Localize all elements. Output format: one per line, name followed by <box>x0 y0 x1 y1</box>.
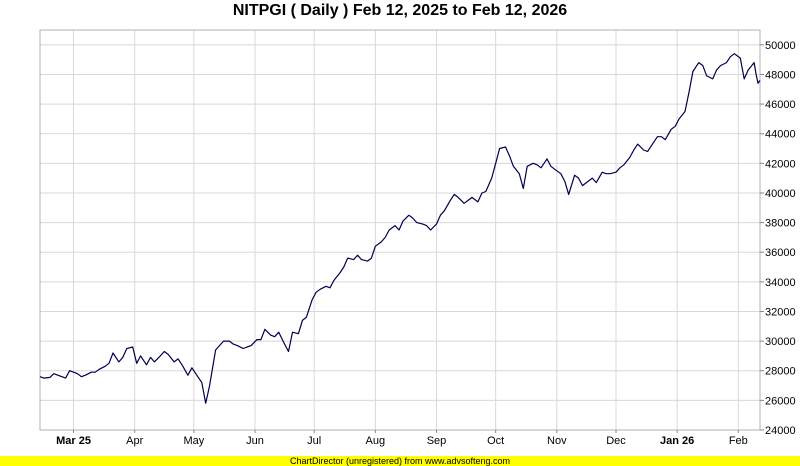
x-tick-label: Feb <box>729 435 748 447</box>
y-tick-label: 42000 <box>765 158 796 170</box>
y-tick-label: 30000 <box>765 336 796 348</box>
x-tick-label: Mar 25 <box>56 435 91 447</box>
y-tick-label: 32000 <box>765 306 796 318</box>
x-tick-label: Nov <box>547 435 567 447</box>
x-axis-ticks: Mar 25 Apr May Jun Jul Aug Sep Oct Nov Dec Jan 26 F… <box>56 430 748 447</box>
plot-border <box>39 29 761 431</box>
y-tick-label: 24000 <box>765 425 796 437</box>
grid-lines <box>40 30 760 431</box>
x-tick-label: Apr <box>126 435 143 447</box>
x-tick-label: May <box>183 435 204 447</box>
y-tick-label: 40000 <box>765 188 796 200</box>
price-line <box>39 53 761 404</box>
x-tick-label: Jul <box>307 435 321 447</box>
chart-title: NITPGI ( Daily ) Feb 12, 2025 to Feb 12,… <box>232 2 568 19</box>
y-tick-label: 34000 <box>765 277 796 289</box>
y-tick-label: 28000 <box>765 366 796 378</box>
y-tick-label: 46000 <box>765 99 796 111</box>
footer-credit: ChartDirector (unregistered) from www.ad… <box>0 456 800 466</box>
y-tick-label: 26000 <box>765 395 796 407</box>
x-tick-label: Sep <box>427 435 447 447</box>
chart-area: Mar 25 Apr May Jun Jul Aug Sep Oct Nov Dec Jan 26 F… <box>39 29 796 447</box>
y-tick-label: 38000 <box>765 218 796 230</box>
x-tick-label: Oct <box>487 435 504 447</box>
y-tick-label: 48000 <box>765 69 796 81</box>
plot-background <box>40 30 760 430</box>
y-tick-label: 36000 <box>765 247 796 259</box>
x-tick-label: Jan 26 <box>660 435 694 447</box>
y-tick-label: 44000 <box>765 129 796 141</box>
x-tick-label: Aug <box>366 435 386 447</box>
x-tick-label: Dec <box>606 435 626 447</box>
y-axis-ticks: 24000 26000 28000 30000 32000 34000 36000 38000… <box>760 40 796 437</box>
y-tick-label: 50000 <box>765 40 796 52</box>
series-layer <box>39 53 761 404</box>
x-tick-label: Jun <box>246 435 264 447</box>
